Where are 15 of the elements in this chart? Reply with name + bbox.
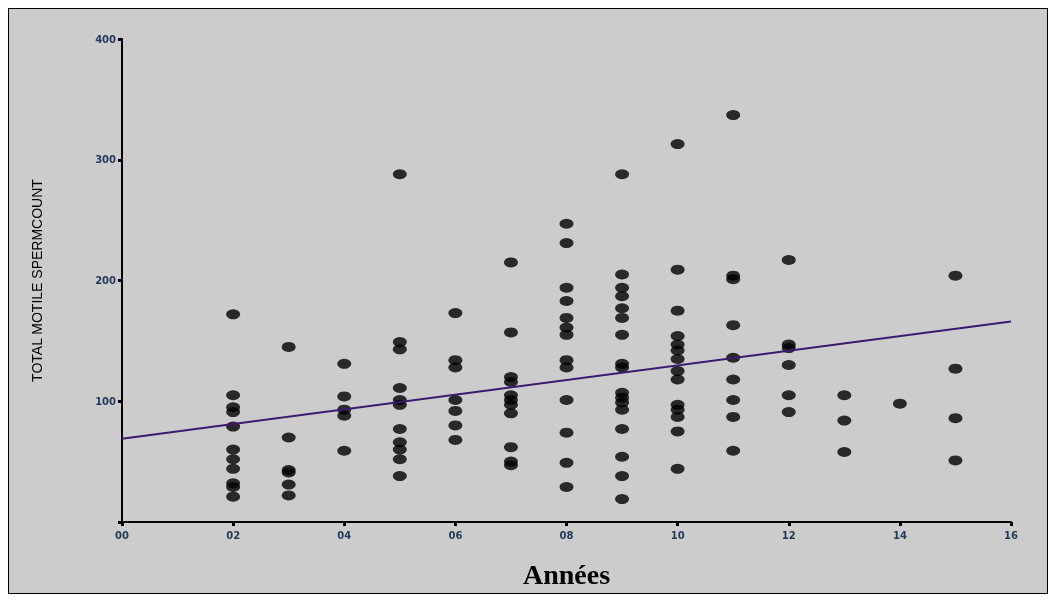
x-tick-label: 04: [337, 529, 352, 541]
y-axis-title: TOTAL MOTILE SPERMCOUNT: [29, 178, 45, 382]
y-tick-label: 400: [95, 33, 117, 45]
x-tick-label: 02: [226, 529, 241, 541]
x-tick-label: 10: [670, 529, 685, 541]
y-tick-label: 100: [95, 395, 117, 407]
x-tick-label: 08: [559, 529, 574, 541]
x-tick-label: 06: [448, 529, 463, 541]
x-axis-title: Années: [522, 558, 611, 590]
x-tick-label: 00: [115, 529, 129, 541]
y-tick-label: 300: [95, 154, 117, 166]
x-tick-label: 14: [892, 529, 907, 541]
x-tick-label: 12: [781, 529, 796, 541]
y-tick-label: 200: [95, 275, 117, 286]
x-tick-label: 16: [1004, 529, 1018, 541]
